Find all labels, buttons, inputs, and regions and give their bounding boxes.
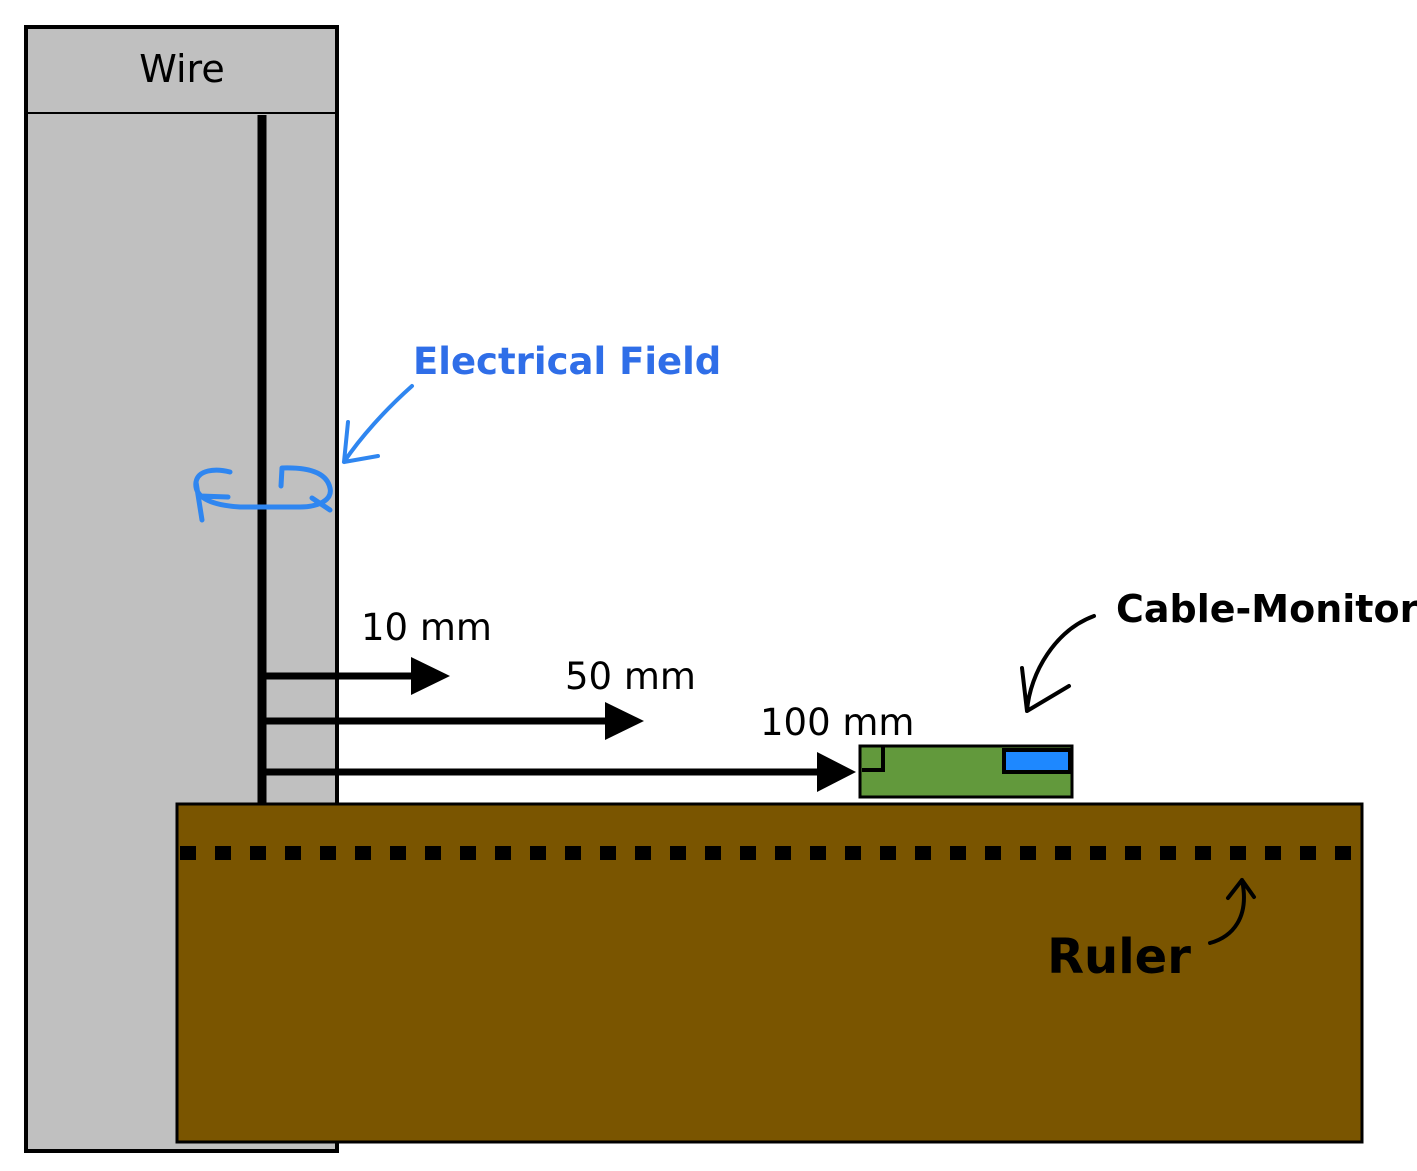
distance-label-50mm: 50 mm [565, 655, 696, 698]
cable-monitor-label: Cable-Monitor [1116, 587, 1417, 631]
ruler-body [175, 802, 1364, 1144]
cable-monitor-corner-mark [862, 747, 885, 772]
distance-arrow-50mm: 50 mm [262, 655, 696, 740]
distance-arrow-10mm-head [411, 657, 450, 695]
wire-label: Wire [139, 47, 224, 91]
electrical-field-label: Electrical Field [413, 340, 721, 383]
distance-arrow-100mm: 100 mm [258, 701, 914, 792]
cable-monitor: Cable-Monitor [858, 587, 1417, 799]
cable-monitor-pointer-arrow [1020, 614, 1096, 713]
distance-arrow-10mm: 10 mm [262, 606, 492, 695]
electrical-field-pointer-arrow [342, 384, 414, 464]
distance-label-10mm: 10 mm [361, 606, 492, 649]
ruler-label: Ruler [1047, 929, 1191, 985]
cable-monitor-indicator [1002, 748, 1072, 774]
ruler-pointer-arrow [1208, 878, 1256, 945]
distance-arrow-100mm-head [817, 752, 856, 792]
electrical-field-loop-icon [193, 465, 333, 523]
electrical-field-annotation: Electrical Field [193, 340, 721, 523]
ruler: Ruler [175, 802, 1364, 1144]
distance-label-100mm: 100 mm [760, 701, 914, 744]
distance-arrow-50mm-head [605, 702, 644, 740]
